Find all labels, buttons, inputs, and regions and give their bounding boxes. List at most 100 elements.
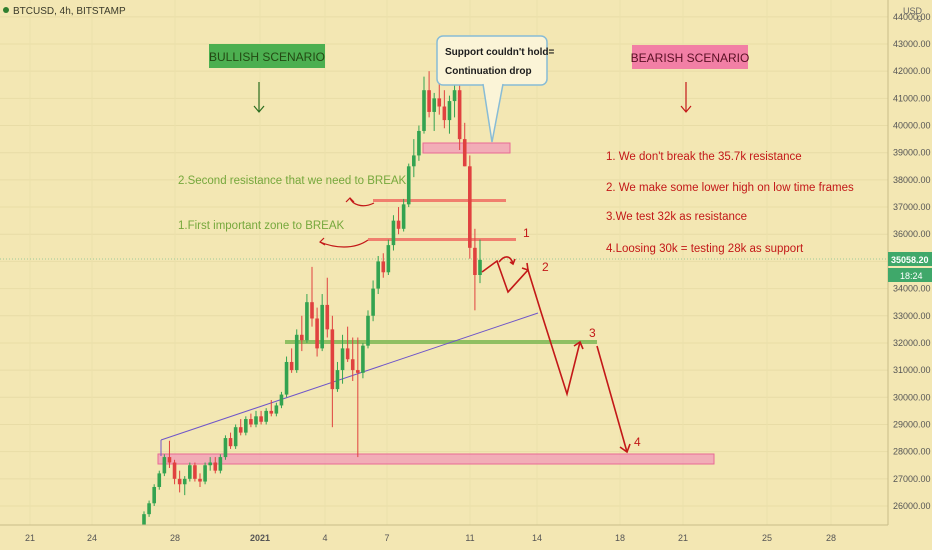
candle-body [279, 394, 284, 406]
symbol-title: BTCUSD, 4h, BITSTAMP [13, 6, 126, 17]
y-tick-label: 36000.00 [893, 229, 931, 239]
y-tick-label: 30000.00 [893, 392, 931, 402]
resistance-37.2k-line [373, 199, 506, 202]
candle-body [254, 416, 258, 425]
y-tick-label: 26000.00 [893, 501, 931, 511]
candle-body [218, 457, 223, 471]
y-tick-label: 38000.00 [893, 175, 931, 185]
bearish-path [481, 256, 631, 454]
y-tick-label: 32000.00 [893, 338, 931, 348]
candle-body [177, 478, 182, 485]
candle-body [452, 90, 457, 102]
y-tick-label: 28000.00 [893, 447, 931, 457]
candle-body [381, 261, 386, 273]
x-tick-label: 25 [762, 533, 772, 543]
y-tick-label: 44000.00 [893, 12, 931, 22]
candle-body [356, 370, 360, 373]
bearish-label: BEARISH SCENARIO [631, 51, 750, 65]
callout-bubble [436, 35, 548, 143]
y-tick-label: 33000.00 [893, 311, 931, 321]
bearish-projection-line-2 [596, 345, 628, 453]
candle-body [274, 405, 279, 414]
candle-body [142, 514, 146, 526]
path-mark-4: 4 [634, 435, 641, 449]
candles-layer [142, 71, 482, 528]
x-tick-label: 4 [322, 533, 327, 543]
candle-body [335, 370, 340, 390]
candle-body [244, 419, 248, 433]
candle-body [406, 166, 411, 205]
symbol-header[interactable]: BTCUSD, 4h, BITSTAMP [3, 6, 126, 17]
y-tick-label: 41000.00 [893, 93, 931, 103]
x-tick-label: 28 [826, 533, 836, 543]
resistance2-note: 2.Second resistance that we need to BREA… [178, 175, 407, 187]
candle-body [249, 419, 253, 425]
callout-line1: Support couldn't hold= [445, 47, 554, 58]
x-tick-labels: 21 24 28 2021 4 7 11 14 18 21 25 28 [25, 533, 836, 543]
x-tick-label: 18 [615, 533, 625, 543]
candle-body [391, 220, 396, 246]
x-tick-label: 24 [87, 533, 97, 543]
candle-body [310, 302, 314, 319]
bearish-down-arrow [680, 82, 692, 113]
candle-body [396, 220, 401, 229]
candle-body [320, 304, 324, 349]
time-axis-background [0, 525, 932, 550]
candle-body [315, 318, 319, 349]
candle-body [412, 155, 416, 167]
candle-body [284, 361, 289, 395]
candle-body [468, 166, 472, 248]
y-tick-label: 39000.00 [893, 148, 931, 158]
candle-body [462, 139, 467, 167]
candle-body [162, 457, 167, 474]
candle-body [325, 304, 330, 330]
bearish-label-box [632, 45, 748, 69]
candle-body [172, 462, 177, 479]
bear-note-3: 3.We test 32k as resistance [606, 211, 747, 223]
bear-note-2: 2. We make some lower high on low time f… [606, 182, 854, 194]
path-mark-1: 1 [523, 226, 530, 240]
x-tick-label: 21 [25, 533, 35, 543]
candle-body [457, 90, 462, 140]
y-tick-label: 40000.00 [893, 121, 931, 131]
callout-line2: Continuation drop [445, 66, 532, 77]
candle-body [345, 348, 350, 360]
candle-body [366, 315, 370, 346]
candle-body [361, 345, 365, 373]
candle-body [269, 410, 274, 414]
y-tick-label: 34000.00 [893, 284, 931, 294]
resistance-arrows [319, 197, 375, 248]
x-tick-label: 7 [384, 533, 389, 543]
current-price-tag: 35058.20 [891, 255, 929, 265]
x-tick-label: 14 [532, 533, 542, 543]
y-tick-label: 43000.00 [893, 39, 931, 49]
candle-body [330, 329, 335, 390]
candle-body [223, 438, 228, 458]
path-mark-3: 3 [589, 326, 596, 340]
candle-body [228, 438, 233, 447]
trendline [160, 312, 539, 441]
candle-body [478, 259, 482, 275]
time-axis[interactable]: 21 24 28 2021 4 7 11 14 18 21 25 28 [0, 524, 932, 550]
currency-label: USD [903, 6, 923, 16]
x-tick-label: 28 [170, 533, 180, 543]
bullish-label-box [209, 44, 325, 68]
support-32k-line [285, 340, 597, 344]
candle-body [188, 465, 192, 479]
candle-body [447, 101, 452, 121]
candle-body [386, 245, 391, 273]
arrow-head-3 [573, 340, 584, 350]
countdown-tag: 18:24 [900, 271, 923, 281]
status-dot-icon [3, 7, 9, 13]
x-tick-label: 11 [465, 533, 474, 543]
y-tick-label: 29000.00 [893, 419, 931, 429]
candle-body [157, 473, 162, 487]
candle-body [147, 503, 151, 515]
candle-body [401, 204, 406, 229]
y-tick-label: 37000.00 [893, 202, 931, 212]
resistance-35.7k-line [368, 238, 516, 241]
candle-body [167, 457, 172, 463]
curl-arrow-1-head [509, 258, 516, 266]
candle-body [340, 348, 345, 371]
